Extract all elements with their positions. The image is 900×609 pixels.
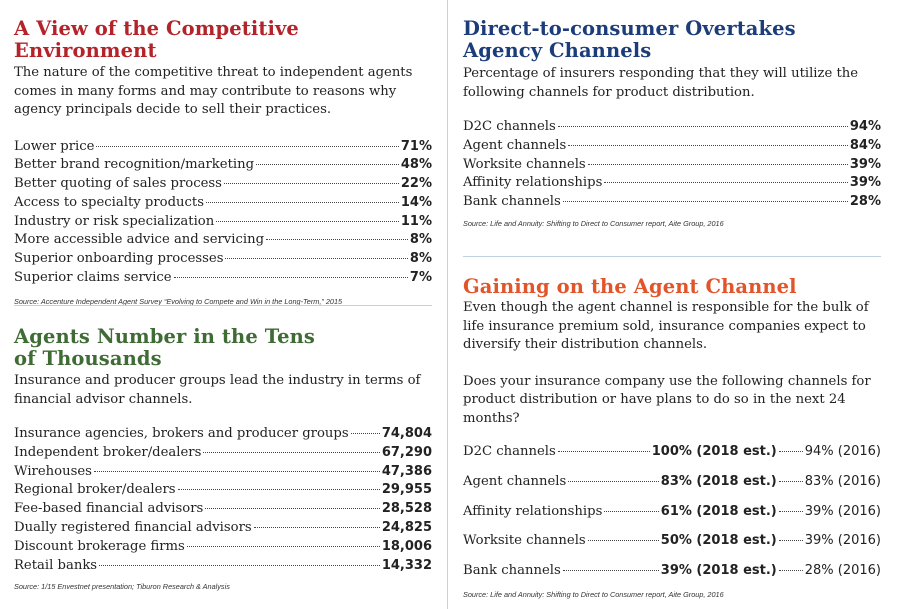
dot-leader <box>96 145 399 147</box>
agents-list: Insurance agencies, brokers and producer… <box>14 425 432 575</box>
dot-leader <box>253 526 380 528</box>
gaining-title: Gaining on the Agent Channel <box>463 275 797 298</box>
dot-leader <box>778 570 803 572</box>
dot-leader <box>99 564 380 566</box>
list-item: Industry or risk specialization 11% <box>14 213 432 229</box>
dot-leader <box>93 470 380 472</box>
dot-leader <box>203 451 380 453</box>
d2c-source: Source: Life and Annuity: Shifting to Di… <box>463 218 724 228</box>
gaining-source: Source: Life and Annuity: Shifting to Di… <box>463 589 724 599</box>
list-item: Bank channels 39% (2018 est.) 28% (2016) <box>463 563 881 579</box>
gaining-intro: Even though the agent channel is respons… <box>463 300 869 352</box>
column-divider <box>447 0 448 609</box>
dot-leader <box>562 570 659 572</box>
dot-leader <box>568 480 659 482</box>
list-item: Affinity relationships 39% <box>463 175 881 191</box>
d2c-list: D2C channels 94% Agent channels 84% Worksi… <box>463 118 881 212</box>
agents-section: Agents Number in the Tens of Thousands I… <box>14 325 432 592</box>
dot-leader <box>587 163 848 165</box>
list-item: Retail banks 14,332 <box>14 557 432 573</box>
dot-leader <box>778 510 803 512</box>
list-item: More accessible advice and servicing 8% <box>14 232 432 248</box>
list-item: Access to specialty products 14% <box>14 194 432 210</box>
section-divider <box>14 305 432 306</box>
competitive-source: Source: Accenture Independent Agent Surv… <box>14 296 343 306</box>
list-item: Regional broker/dealers 29,955 <box>14 482 432 498</box>
competitive-section: A View of the Competitive Environment Th… <box>14 18 432 306</box>
dot-leader <box>225 258 408 260</box>
list-item: Wirehouses 47,386 <box>14 463 432 479</box>
d2c-title: Direct-to-consumer Overtakes Agency Chan… <box>463 17 796 62</box>
competitive-list: Lower price 71% Better brand recognition/… <box>14 138 432 288</box>
dot-leader <box>562 201 848 203</box>
dot-leader <box>256 164 399 166</box>
list-item: D2C channels 94% <box>463 119 881 134</box>
list-item: Agent channels 84% <box>463 137 881 153</box>
dot-leader <box>216 220 399 222</box>
list-item: Worksite channels 39% <box>463 156 881 172</box>
dot-leader <box>173 277 408 279</box>
list-item: Superior onboarding processes 8% <box>14 251 432 267</box>
gaining-list: D2C channels 100% (2018 est.) 94% (2016) A… <box>463 443 881 580</box>
agents-source: Source: 1/15 Envestnet presentation; Tib… <box>14 582 230 592</box>
d2c-intro: Percentage of insurers responding that t… <box>463 66 859 100</box>
list-item: Better quoting of sales process 22% <box>14 176 432 192</box>
section-divider <box>463 256 881 257</box>
dot-leader <box>205 201 399 203</box>
list-item: Worksite channels 50% (2018 est.) 39% (201… <box>463 533 881 549</box>
gaining-question: Does your insurance company use the foll… <box>463 373 871 426</box>
gaining-section: Gaining on the Agent Channel Even though… <box>463 276 881 599</box>
dot-leader <box>557 126 848 127</box>
list-item: Discount brokerage firms 18,006 <box>14 538 432 554</box>
agents-title: Agents Number in the Tens of Thousands <box>14 325 315 370</box>
list-item: Better brand recognition/marketing 48% <box>14 157 432 173</box>
list-item: Agent channels 83% (2018 est.) 83% (2016) <box>463 473 881 489</box>
list-item: Bank channels 28% <box>463 194 881 210</box>
dot-leader <box>587 540 659 542</box>
dot-leader <box>177 489 380 491</box>
dot-leader <box>266 239 408 241</box>
dot-leader <box>186 545 380 547</box>
list-item: Independent broker/dealers 67,290 <box>14 444 432 460</box>
list-item: Affinity relationships 61% (2018 est.) 39%… <box>463 503 881 519</box>
list-item: Lower price 71% <box>14 138 432 154</box>
competitive-title: A View of the Competitive Environment <box>14 17 299 62</box>
dot-leader <box>205 508 380 510</box>
dot-leader <box>778 451 803 452</box>
dot-leader <box>568 144 848 146</box>
competitive-intro: The nature of the competitive threat to … <box>14 65 413 117</box>
list-item: D2C channels 100% (2018 est.) 94% (2016) <box>463 444 881 459</box>
list-item: Insurance agencies, brokers and producer… <box>14 426 432 441</box>
agents-intro: Insurance and producer groups lead the i… <box>14 373 421 407</box>
dot-leader <box>557 451 650 452</box>
list-item: Superior claims service 7% <box>14 270 432 286</box>
dot-leader <box>350 433 380 434</box>
list-item: Dually registered financial advisors 24,8… <box>14 519 432 535</box>
dot-leader <box>223 183 399 185</box>
d2c-section: Direct-to-consumer Overtakes Agency Chan… <box>463 18 881 228</box>
dot-leader <box>604 510 659 512</box>
dot-leader <box>778 540 803 542</box>
dot-leader <box>778 480 803 482</box>
list-item: Fee-based financial advisors 28,528 <box>14 501 432 517</box>
dot-leader <box>604 182 848 184</box>
